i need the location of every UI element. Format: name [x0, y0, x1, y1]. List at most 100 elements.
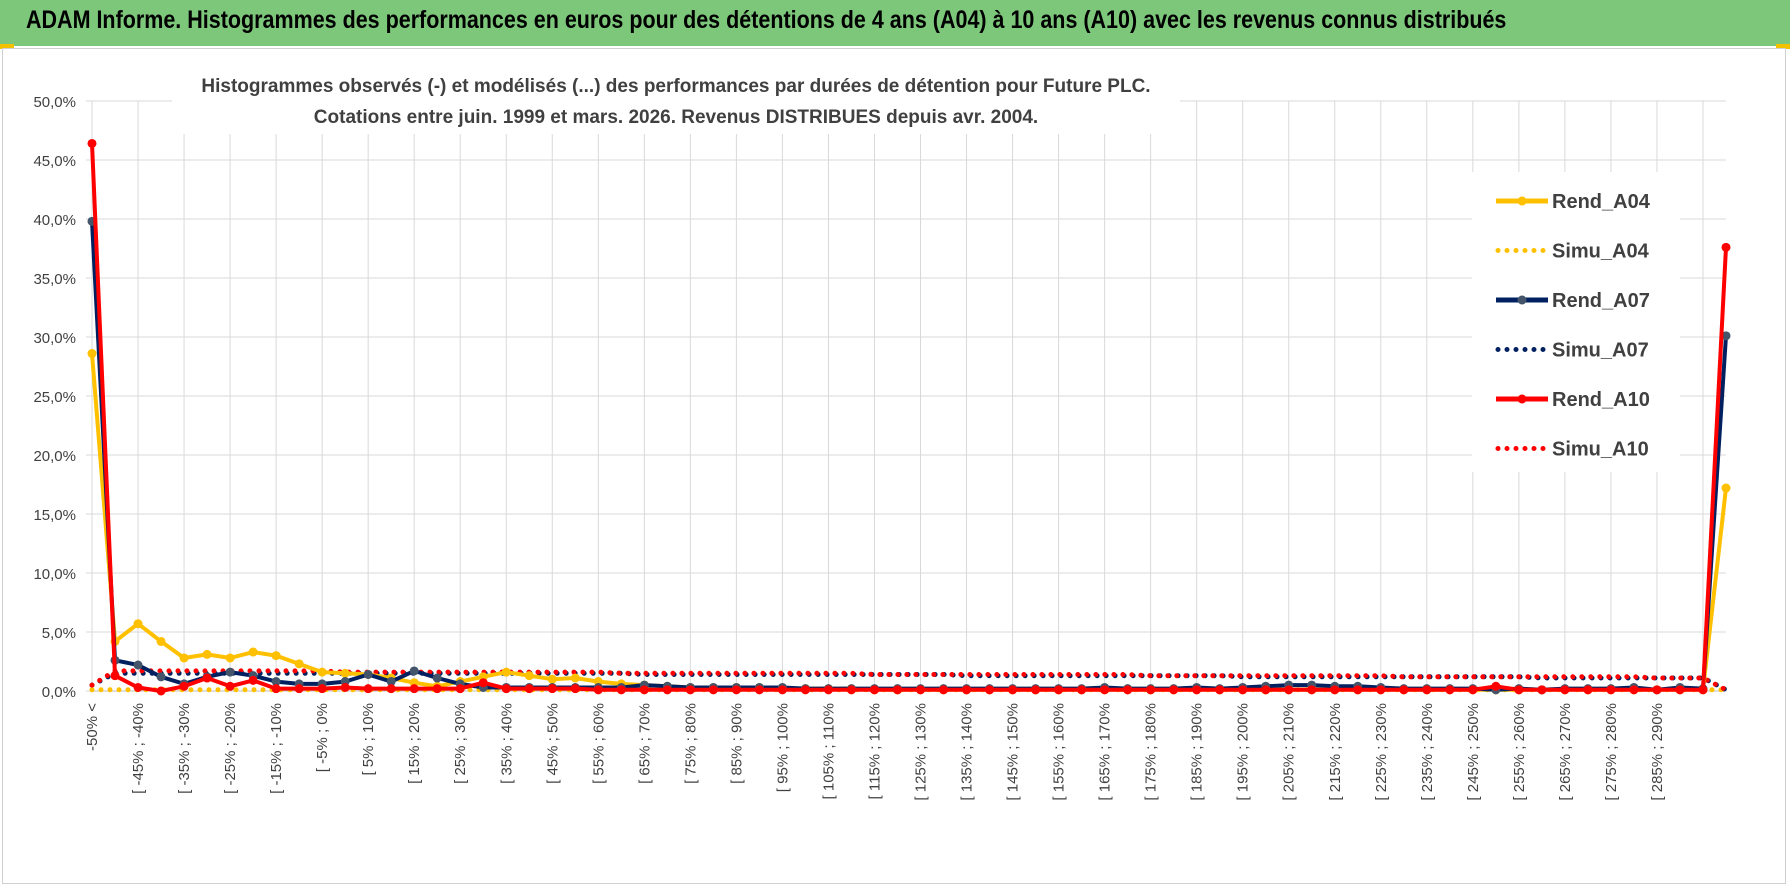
x-tick-label: [ -25% ; -20% [222, 703, 239, 794]
y-tick-label: 25,0% [33, 389, 76, 406]
data-point [916, 685, 926, 695]
data-point [340, 668, 350, 678]
x-tick-label: [ 5% ; 10% [360, 703, 377, 776]
y-tick-label: 0,0% [42, 684, 76, 701]
gridlines [86, 100, 1726, 692]
data-point [1491, 681, 1501, 691]
data-point [156, 686, 166, 696]
data-point [616, 685, 626, 695]
legend-label: Rend_A07 [1552, 290, 1650, 312]
chart-area [2, 48, 1786, 884]
x-tick-label: [ 85% ; 90% [728, 703, 745, 784]
x-tick-label: [ 115% ; 120% [866, 703, 883, 799]
x-tick-label: [ 225% ; 230% [1373, 703, 1390, 801]
data-point [271, 677, 281, 687]
data-point [1284, 685, 1294, 695]
data-point [363, 669, 373, 679]
x-tick-label: [ 205% ; 210% [1281, 703, 1298, 801]
legend-label: Simu_A10 [1552, 439, 1649, 461]
data-point [593, 685, 603, 695]
header-banner: ADAM Informe. Histogrammes des performan… [0, 0, 1790, 46]
corner-accent-right [1776, 44, 1790, 49]
x-tick-label: [ 275% ; 280% [1603, 703, 1620, 801]
data-point [110, 671, 120, 681]
data-point [271, 684, 281, 694]
data-point [1422, 685, 1432, 695]
data-point [985, 685, 995, 695]
data-point [547, 674, 557, 684]
y-axis-ticks: 0,0% 5,0% 10,0% 15,0% 20,0% 25,0% 30,0% 35,0% 40… [33, 94, 76, 701]
data-point [1721, 242, 1731, 252]
data-point [133, 682, 143, 692]
data-point [1537, 685, 1547, 695]
x-tick-label: [ 135% ; 140% [959, 703, 976, 801]
data-point [823, 685, 833, 695]
data-point [156, 672, 166, 682]
x-tick-label: [ 45% ; 50% [544, 703, 561, 784]
x-tick-label: [ 125% ; 130% [913, 703, 930, 801]
y-tick-label: 20,0% [33, 448, 76, 465]
legend-item: Rend_A04 [1496, 191, 1651, 213]
legend: Rend_A04 Simu_A04 Rend_A07 Simu_A07 Rend_A10… [1472, 172, 1680, 472]
legend-background [1472, 172, 1680, 472]
data-point [386, 677, 396, 687]
data-point [294, 684, 304, 694]
data-point [524, 684, 534, 694]
legend-item: Simu_A07 [1495, 340, 1649, 362]
y-tick-label: 5,0% [42, 625, 76, 642]
y-tick-label: 10,0% [33, 566, 76, 583]
x-tick-label: [ 245% ; 250% [1465, 703, 1482, 801]
data-point [892, 685, 902, 695]
data-point [1100, 685, 1110, 695]
x-tick-label: [ 165% ; 170% [1097, 703, 1114, 801]
data-point [547, 684, 557, 694]
data-point [1721, 331, 1731, 341]
legend-label: Simu_A07 [1552, 340, 1649, 362]
data-point [1445, 685, 1455, 695]
data-point [501, 667, 511, 677]
data-point [1629, 685, 1639, 695]
legend-marker [1517, 196, 1527, 206]
data-point [1169, 685, 1179, 695]
legend-label: Rend_A04 [1552, 191, 1651, 213]
data-point [179, 681, 189, 691]
x-tick-label: [ -5% ; 0% [314, 703, 331, 772]
x-tick-label: [ 75% ; 80% [682, 703, 699, 784]
data-point [639, 685, 649, 695]
data-point [432, 684, 442, 694]
data-point [1330, 685, 1340, 695]
data-point [570, 684, 580, 694]
data-point [478, 678, 488, 688]
data-point [570, 673, 580, 683]
y-tick-label: 45,0% [33, 153, 76, 170]
data-point [962, 685, 972, 695]
legend-item: Simu_A04 [1495, 241, 1650, 263]
data-point [1146, 685, 1156, 695]
data-point [1123, 685, 1133, 695]
x-tick-label: [ 25% ; 30% [452, 703, 469, 784]
x-tick-label: [ 185% ; 190% [1189, 703, 1206, 801]
data-point [800, 685, 810, 695]
plot-series [87, 138, 1731, 696]
data-point [846, 685, 856, 695]
x-tick-label: [ 65% ; 70% [636, 703, 653, 784]
data-point [409, 666, 419, 676]
data-point [662, 685, 672, 695]
data-point [1192, 685, 1202, 695]
title-background [172, 66, 1180, 134]
x-axis-ticks: -50% < [ -45% ; -40% [ -35% ; -30% [ -25% ;… [84, 703, 1666, 801]
data-point [501, 684, 511, 694]
data-point [524, 671, 534, 681]
corner-accent-left [0, 44, 14, 49]
data-point [1675, 685, 1685, 695]
x-tick-label: [ 15% ; 20% [406, 703, 423, 784]
data-point [248, 647, 258, 657]
data-point [777, 685, 787, 695]
series-line [89, 668, 1729, 693]
x-tick-label: [ 285% ; 290% [1649, 703, 1666, 801]
x-tick-label: [ 35% ; 40% [498, 703, 515, 784]
x-tick-label: [ 55% ; 60% [590, 703, 607, 784]
data-point [1031, 685, 1041, 695]
data-point [1652, 685, 1662, 695]
x-tick-label: [ 255% ; 260% [1511, 703, 1528, 801]
